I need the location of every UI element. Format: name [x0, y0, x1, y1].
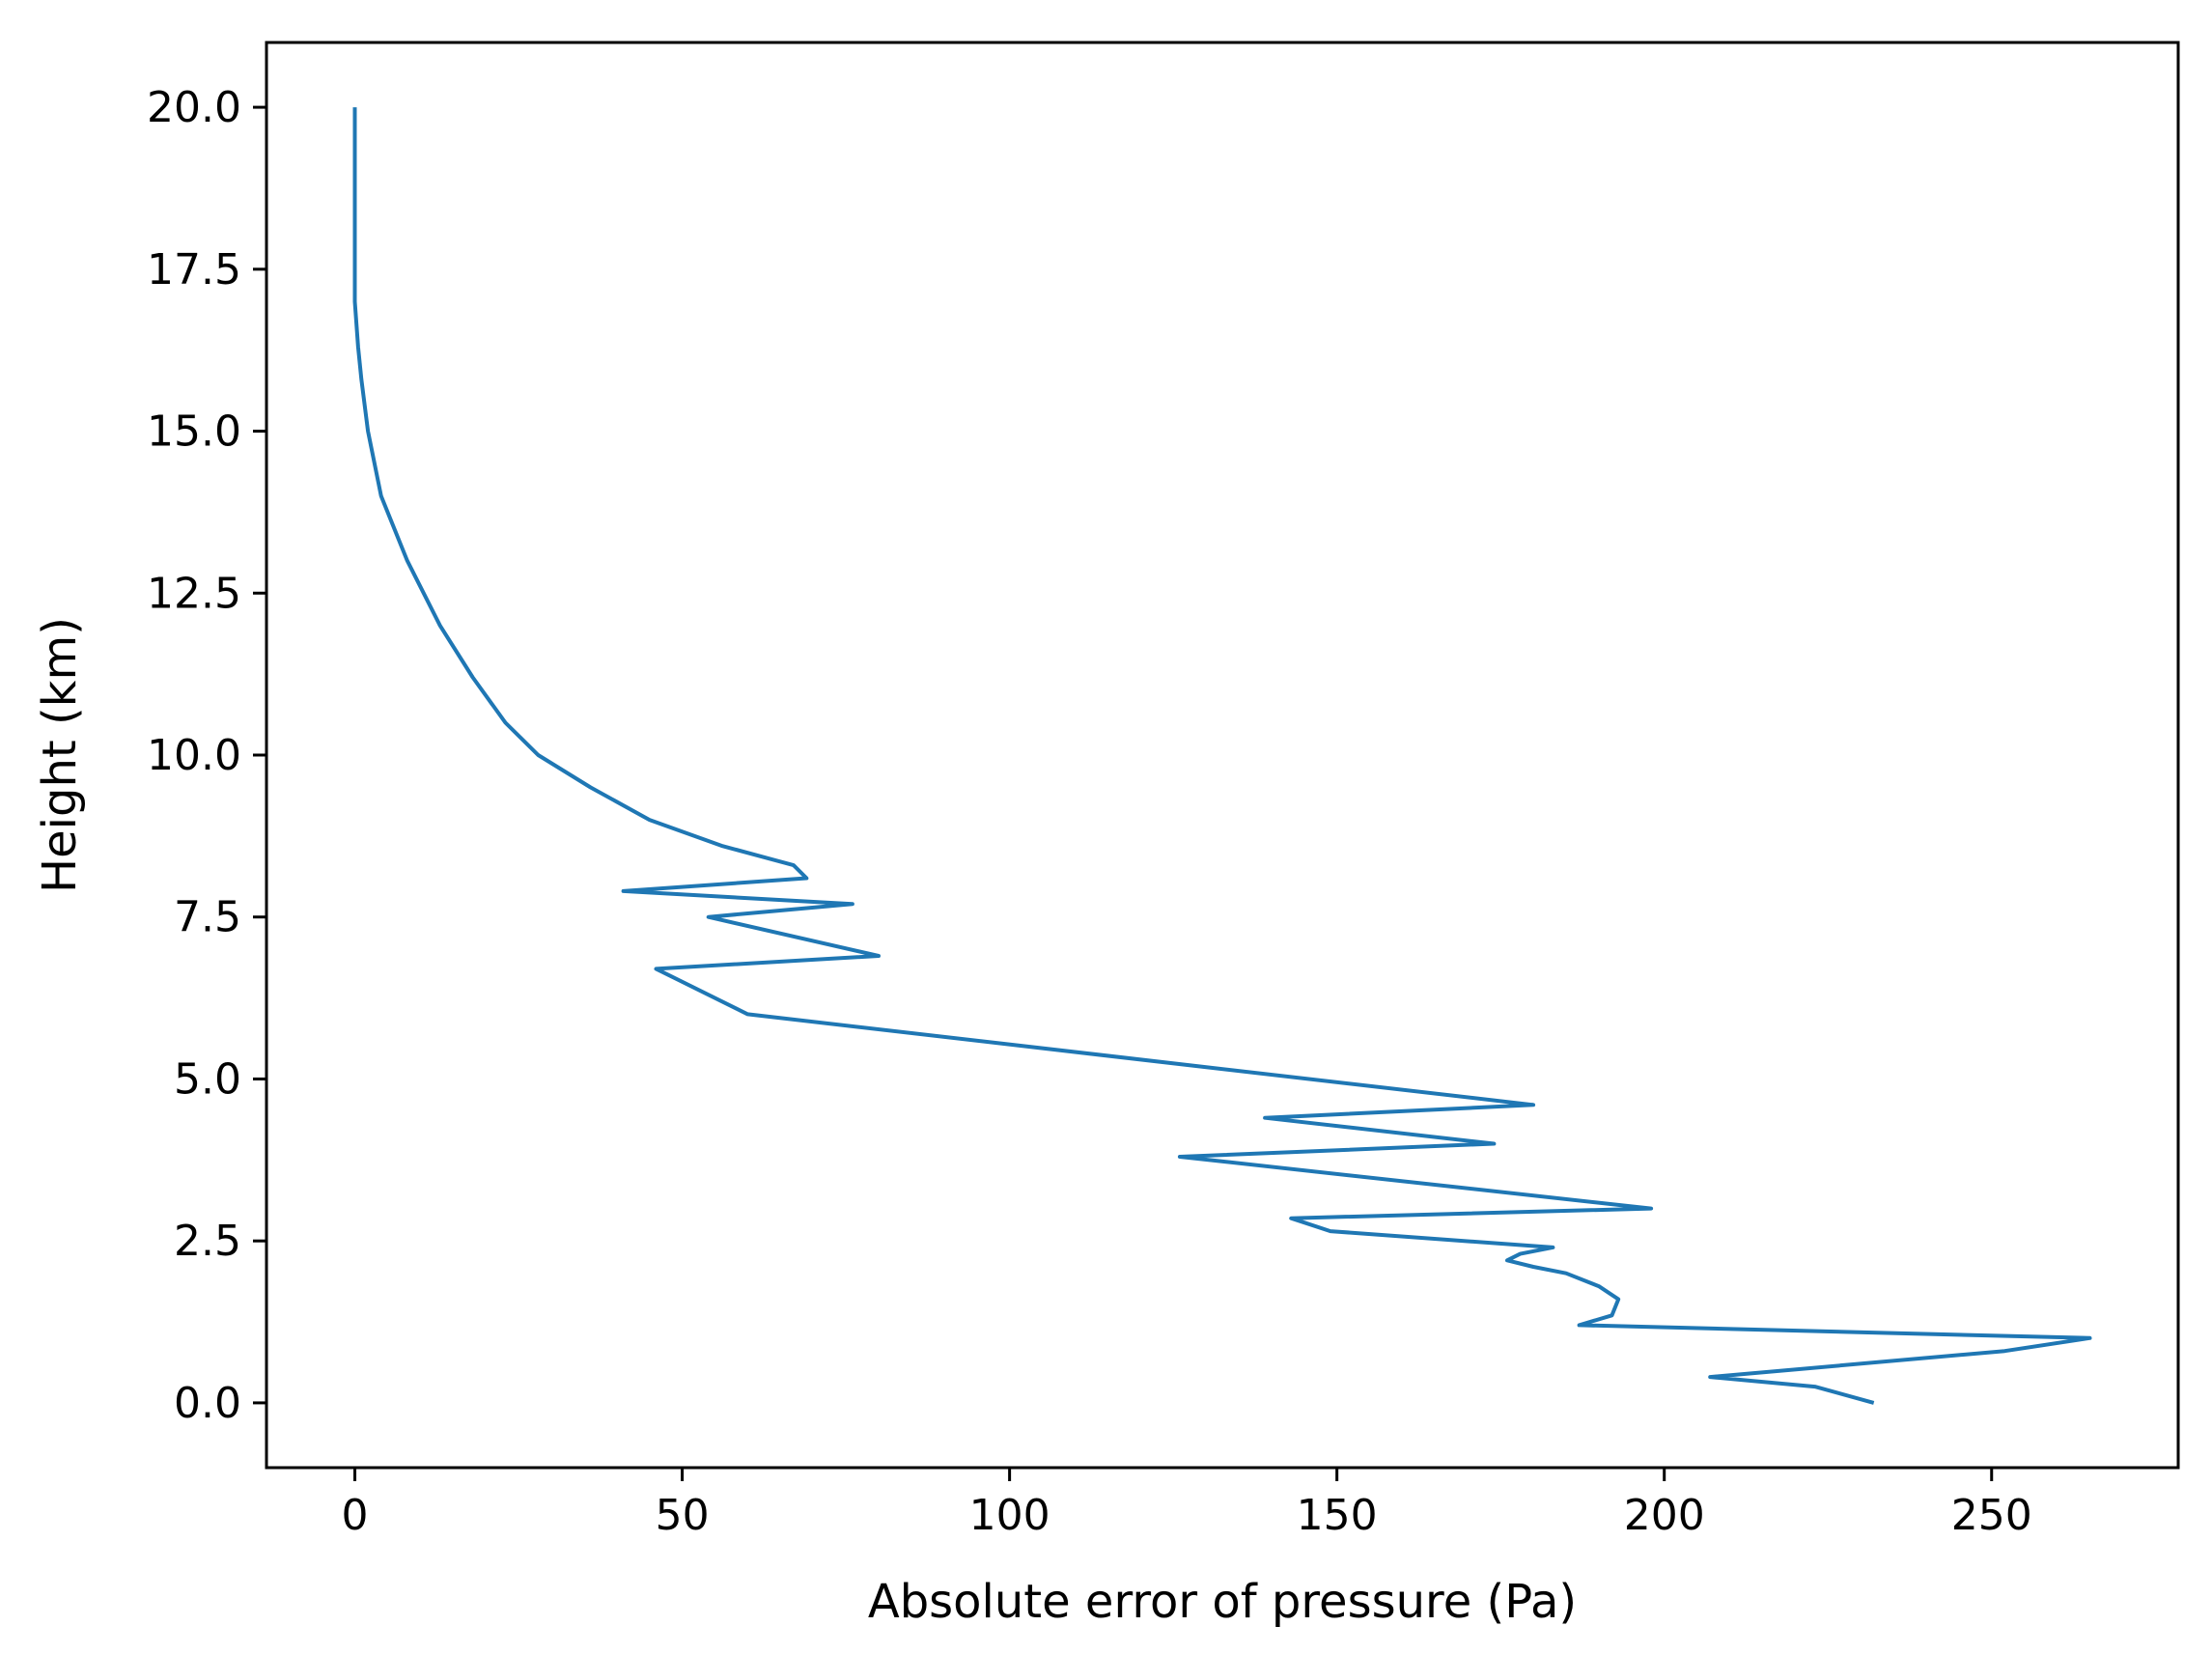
x-tick-label: 0 [342, 1491, 369, 1540]
series-line [352, 107, 2092, 1405]
x-tick-label: 150 [1297, 1491, 1378, 1540]
series-layer [352, 107, 2092, 1405]
y-tick-label: 2.5 [174, 1217, 241, 1266]
x-axis: 0 50 100 150 200 250 [342, 1468, 2032, 1540]
y-tick-label: 5.0 [174, 1054, 241, 1104]
x-tick-label: 250 [1951, 1491, 2032, 1540]
y-tick-label: 12.5 [147, 569, 241, 618]
x-tick-label: 200 [1624, 1491, 1705, 1540]
plot-area [265, 41, 2180, 1470]
y-tick-label: 15.0 [147, 407, 241, 457]
x-tick-label: 50 [656, 1491, 710, 1540]
plot-frame [265, 41, 2180, 1470]
y-tick-label: 0.0 [174, 1379, 241, 1428]
y-axis-label: Height (km) [33, 617, 87, 893]
y-tick-label: 7.5 [174, 893, 241, 942]
x-axis-label: Absolute error of pressure (Pa) [868, 1575, 1577, 1629]
y-tick-label: 20.0 [147, 83, 241, 132]
y-axis: 0.0 2.5 5.0 7.5 10.0 12.5 15.0 17.5 20.0 [147, 83, 266, 1428]
y-tick-label: 17.5 [147, 245, 241, 294]
y-tick-label: 10.0 [147, 731, 241, 780]
x-tick-label: 100 [969, 1491, 1050, 1540]
